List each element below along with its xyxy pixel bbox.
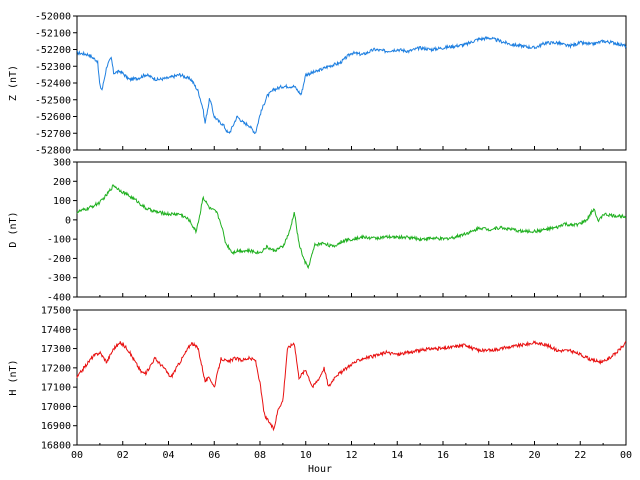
y-tick-label: 17000 (41, 402, 71, 413)
y-tick-label: 16800 (41, 441, 71, 452)
y-tick-label: -52800 (35, 146, 71, 157)
y-tick-label: 300 (53, 158, 71, 169)
y-tick-label: -52400 (35, 79, 71, 90)
x-tick-label: 00 (620, 450, 632, 461)
x-tick-label: 04 (162, 450, 174, 461)
x-tick-label: 10 (300, 450, 312, 461)
series-line (76, 340, 627, 432)
x-tick-label: 18 (483, 450, 495, 461)
x-tick-label: 00 (71, 450, 83, 461)
x-tick-label: 20 (528, 450, 540, 461)
y-tick-label: 17400 (41, 325, 71, 336)
x-tick-label: 16 (437, 450, 449, 461)
y-tick-label: 16900 (41, 421, 71, 432)
y-tick-label: 0 (65, 215, 71, 226)
y-tick-label: -200 (47, 254, 71, 265)
x-tick-label: 06 (208, 450, 220, 461)
y-tick-label: 17300 (41, 344, 71, 355)
x-tick-label: 08 (254, 450, 266, 461)
x-tick-label: 22 (574, 450, 586, 461)
y-tick-label: -52000 (35, 12, 71, 23)
x-tick-label: 14 (391, 450, 403, 461)
y-tick-label: -300 (47, 273, 71, 284)
y-tick-label: 17200 (41, 363, 71, 374)
y-tick-label: 200 (53, 177, 71, 188)
x-axis-label: Hour (308, 464, 332, 475)
y-tick-label: -52300 (35, 62, 71, 73)
z-component-panel: -52000 -52100 -52200 -52300 -52400 -52500 -526… (8, 12, 627, 157)
y-tick-label: -52200 (35, 45, 71, 56)
y-tick-label: 17500 (41, 306, 71, 317)
series-line (76, 183, 627, 270)
y-tick-label: -52500 (35, 95, 71, 106)
y-tick-label: -400 (47, 293, 71, 304)
y-axis-label: Z (nT) (8, 65, 19, 101)
y-tick-label: 17100 (41, 383, 71, 394)
y-tick-label: -52600 (35, 112, 71, 123)
d-component-panel: 300 200 100 0 -100 -200 -300 -400 D (nT) (8, 158, 627, 304)
y-axis-label: D (nT) (8, 211, 19, 247)
y-axis-label: H (nT) (8, 359, 19, 395)
x-tick-label: 12 (345, 450, 357, 461)
series-line (77, 36, 627, 135)
plot-frame (76, 15, 627, 151)
y-tick-label: -52700 (35, 129, 71, 140)
y-tick-label: 100 (53, 196, 71, 207)
y-tick-label: -52100 (35, 28, 71, 39)
y-tick-label: -100 (47, 235, 71, 246)
x-tick-label: 02 (117, 450, 129, 461)
hour-axis: 00 02 04 06 08 10 12 14 16 18 20 22 00 (71, 450, 632, 461)
plot-frame (76, 309, 627, 446)
h-component-panel: 17500 17400 17300 17200 17100 17000 16900 16800… (8, 306, 627, 452)
